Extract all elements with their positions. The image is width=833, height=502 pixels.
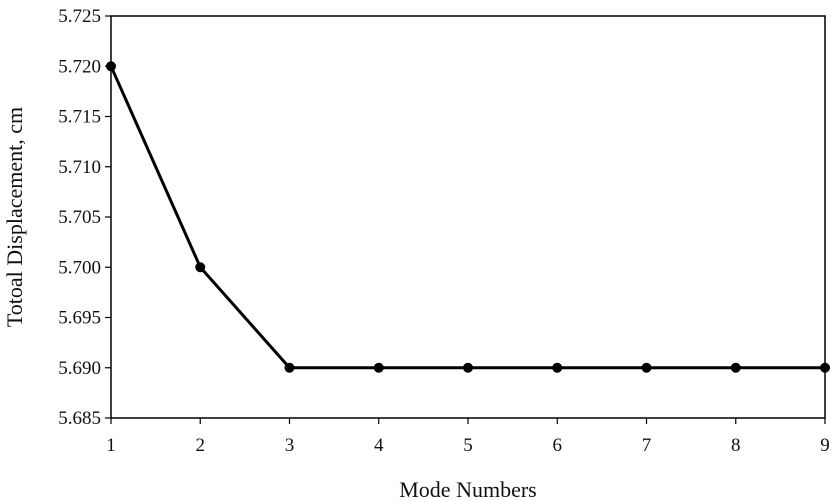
- x-tick-label: 2: [196, 435, 206, 456]
- data-point: [641, 362, 652, 373]
- data-point: [730, 362, 741, 373]
- data-point: [106, 61, 116, 72]
- y-tick-label: 5.705: [58, 207, 101, 228]
- data-point: [820, 362, 830, 373]
- data-point: [195, 262, 206, 273]
- y-tick-label: 5.685: [58, 408, 101, 429]
- x-tick-label: 6: [553, 435, 563, 456]
- y-tick-label: 5.715: [58, 107, 101, 128]
- y-tick-label: 5.700: [58, 257, 101, 278]
- data-point: [552, 362, 563, 373]
- y-tick-label: 5.725: [58, 6, 101, 27]
- x-tick-label: 9: [820, 435, 830, 456]
- data-point: [373, 362, 384, 373]
- x-tick-label: 3: [285, 435, 295, 456]
- x-tick-label: 8: [731, 435, 741, 456]
- x-axis-ticks: 1 2 3 4 5 6 7 8 9: [106, 418, 830, 456]
- x-tick-label: 1: [106, 435, 116, 456]
- y-tick-label: 5.720: [58, 56, 101, 77]
- data-point: [463, 362, 473, 373]
- series-line: [109, 65, 825, 370]
- data-point: [284, 362, 295, 373]
- y-tick-label: 5.690: [58, 358, 101, 379]
- series-layer: [106, 61, 830, 373]
- y-tick-label: 5.695: [58, 308, 101, 329]
- x-axis-title: Mode Numbers: [399, 477, 536, 502]
- y-tick-label: 5.710: [58, 157, 101, 178]
- x-tick-label: 4: [374, 435, 384, 456]
- x-tick-label: 7: [642, 435, 652, 456]
- y-axis-title: Totoal Displacement, cm: [2, 107, 27, 327]
- x-tick-label: 5: [463, 435, 473, 456]
- y-axis-ticks: 5.685 5.690 5.695 5.700 5.705 5.710 5.715 5.720…: [58, 6, 111, 429]
- plot-area-frame: [110, 15, 826, 419]
